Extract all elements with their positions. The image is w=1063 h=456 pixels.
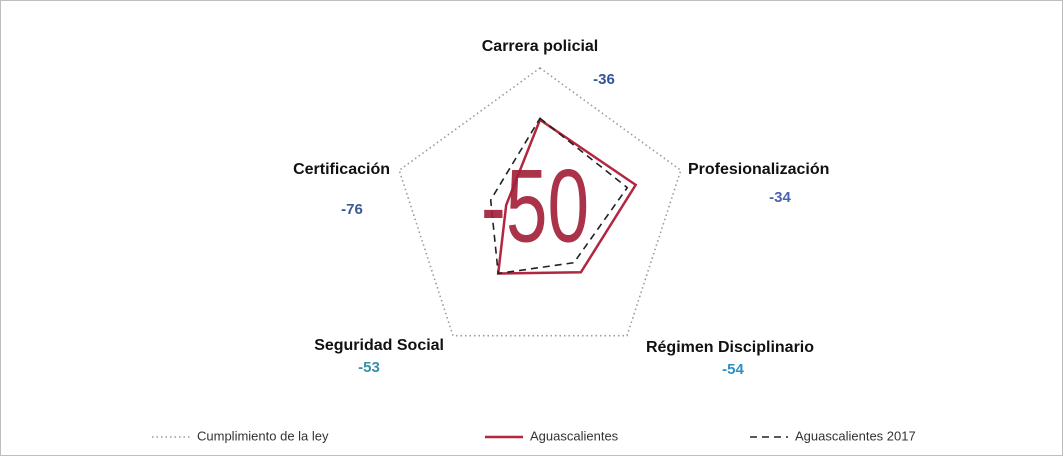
radar-line: [496, 117, 638, 275]
legend-label: Cumplimiento de la ley: [197, 428, 329, 443]
category-label: Carrera policial: [482, 38, 599, 55]
overall-score: -50: [481, 149, 589, 265]
legend-label: Aguascalientes: [530, 428, 619, 443]
category-score: -36: [593, 71, 615, 88]
overall-score-group: -50: [481, 149, 589, 265]
category-label: Seguridad Social: [314, 337, 444, 354]
radar-line: [489, 117, 629, 275]
legend-label: Aguascalientes 2017: [795, 428, 916, 443]
category-score: -53: [358, 359, 380, 376]
radar-line: [398, 67, 682, 337]
category-score: -34: [769, 189, 791, 206]
category-label: Régimen Disciplinario: [646, 339, 814, 356]
category-label: Profesionalización: [688, 161, 829, 178]
category-score: -76: [341, 201, 363, 218]
category-label: Certificación: [293, 161, 390, 178]
category-score: -54: [722, 361, 744, 378]
